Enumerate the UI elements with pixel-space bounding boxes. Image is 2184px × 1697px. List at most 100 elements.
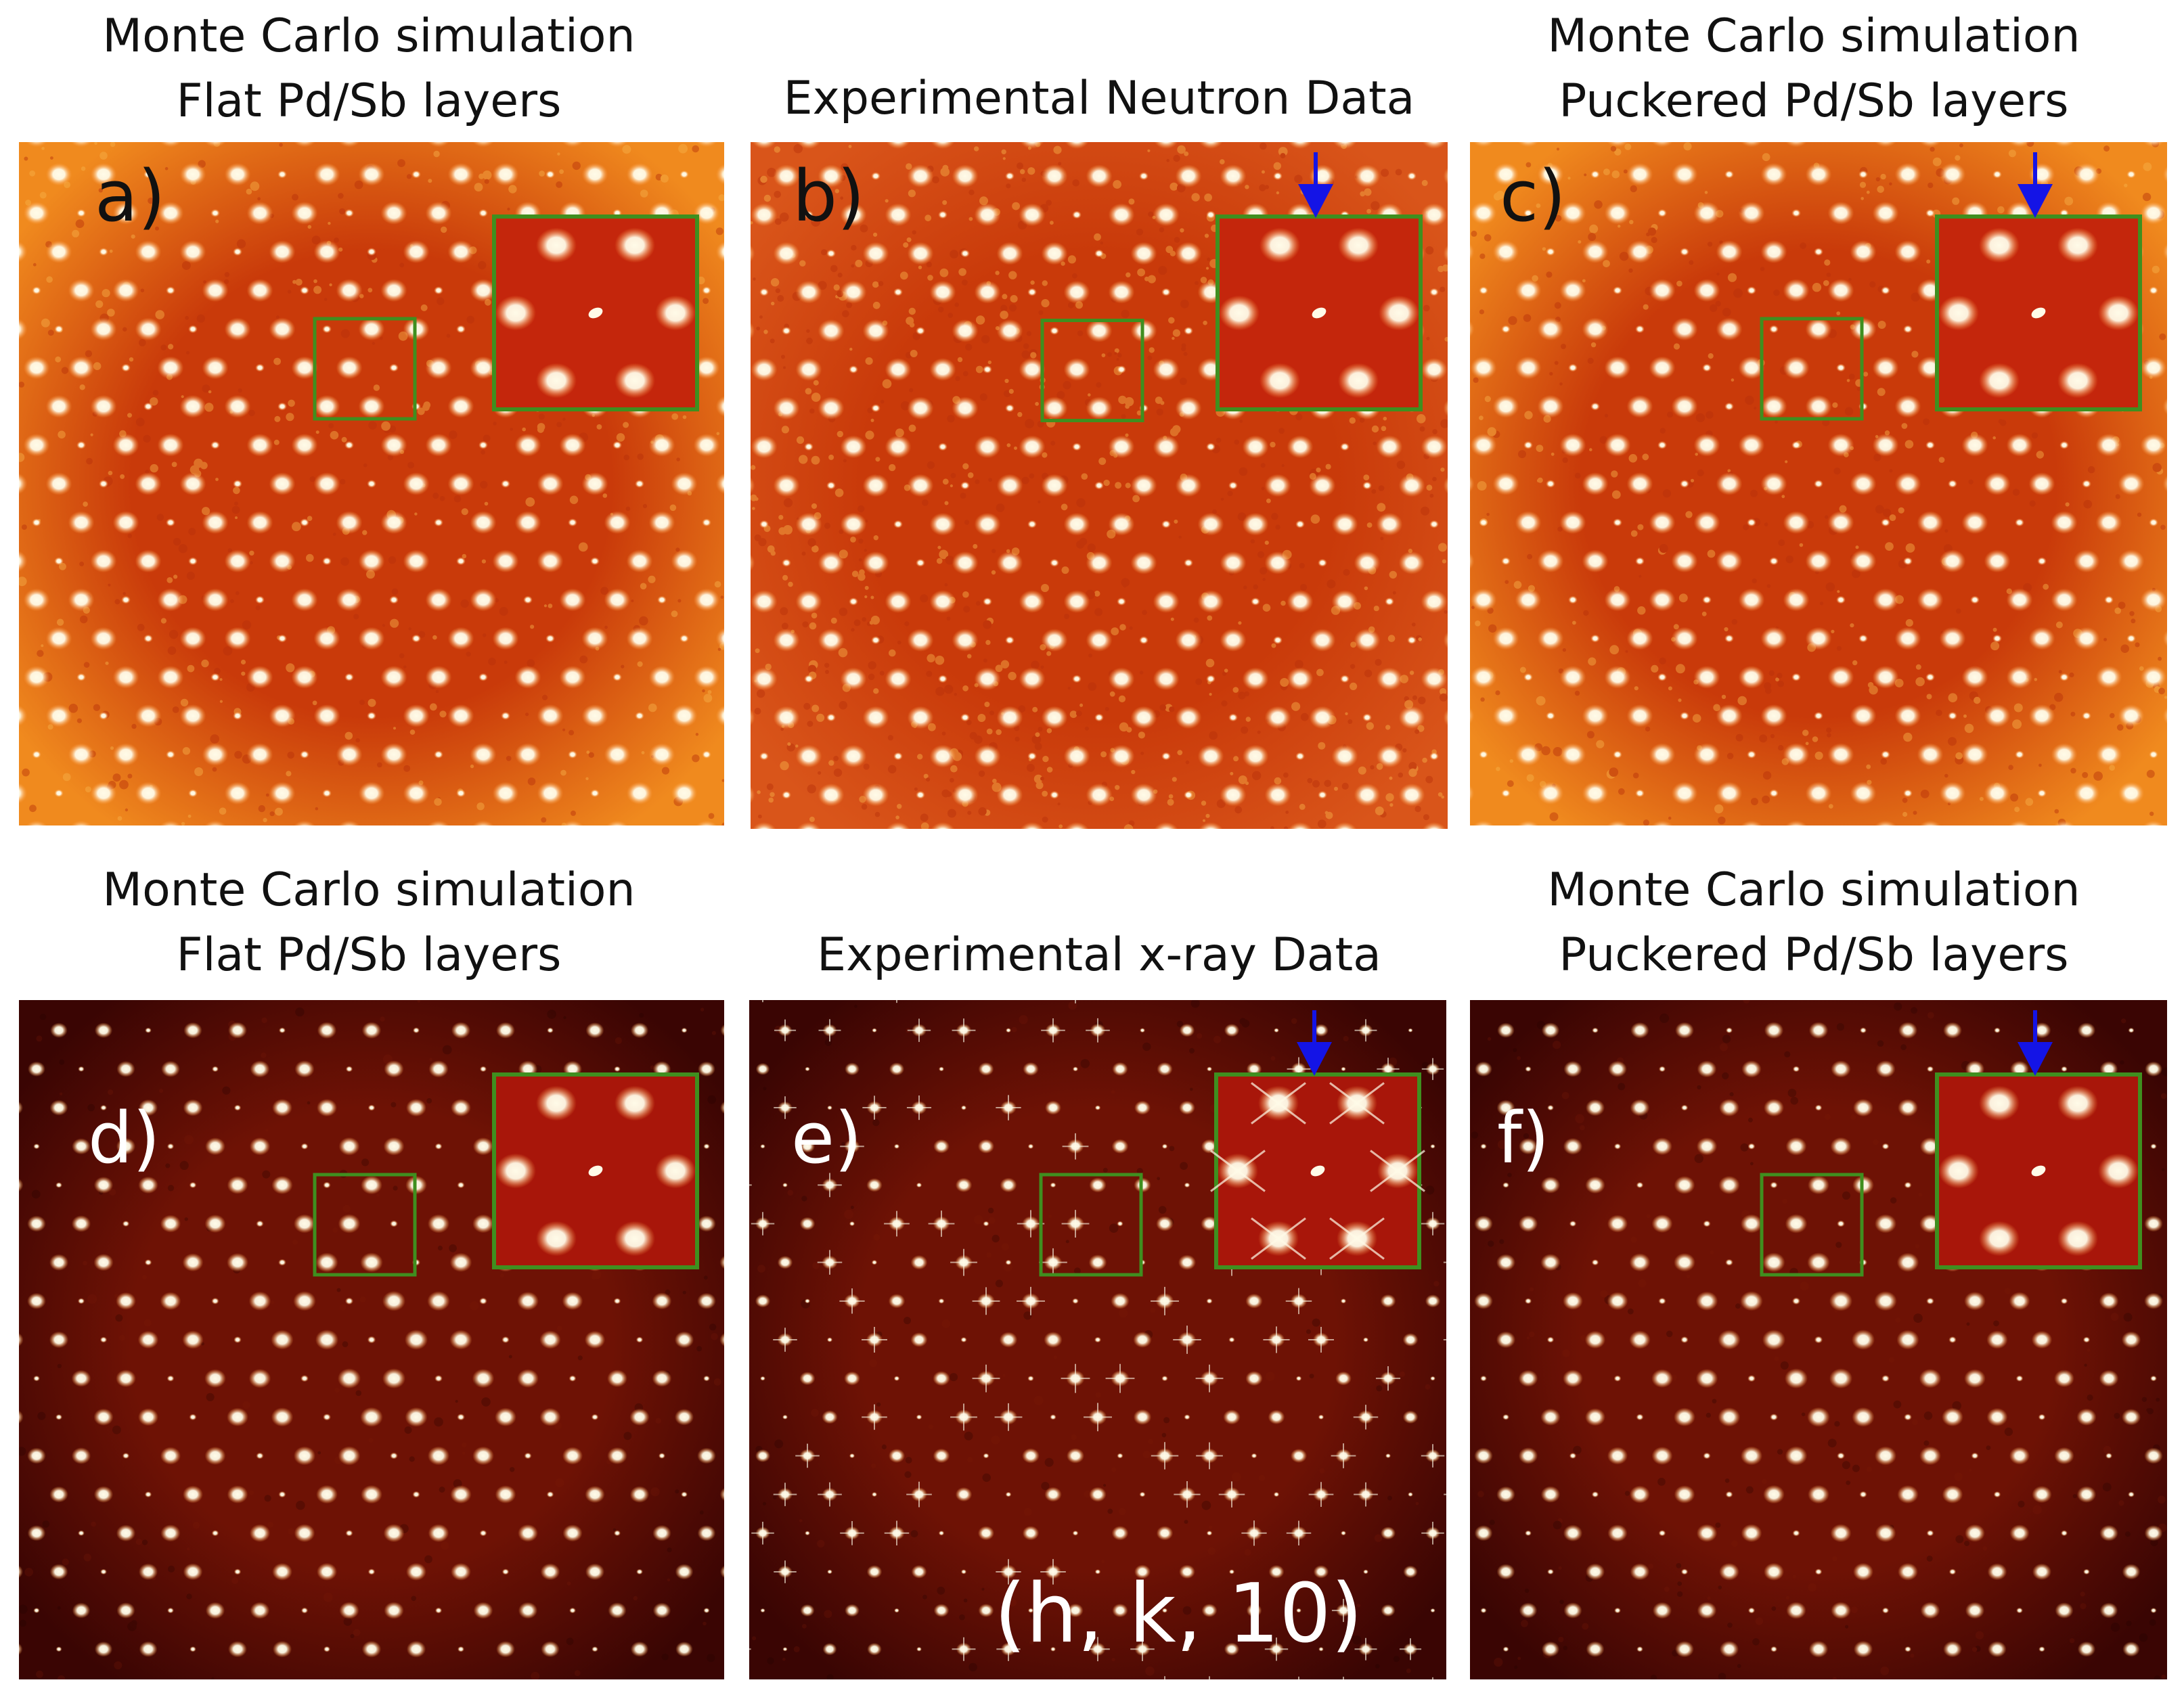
bragg-spot — [367, 1336, 376, 1344]
bragg-spot — [473, 1602, 493, 1619]
bragg-spot — [545, 170, 555, 179]
inset-spot — [536, 363, 577, 399]
bragg-spot — [135, 782, 162, 805]
bragg-spot — [1652, 1137, 1672, 1156]
bragg-spot — [1590, 170, 1600, 179]
bragg-spot — [2162, 707, 2167, 725]
bragg-spot — [472, 820, 495, 825]
bragg-spot — [585, 1485, 605, 1503]
bragg-spot — [894, 1608, 899, 1613]
bragg-spot — [380, 743, 407, 767]
bragg-spot — [1515, 279, 1542, 302]
bragg-spot — [202, 511, 229, 535]
bragg-spot — [2144, 1525, 2163, 1541]
inset-spot — [536, 227, 577, 263]
bragg-spot — [1827, 279, 1854, 302]
bragg-spot — [90, 317, 117, 341]
bragg-spot — [2095, 665, 2122, 689]
bragg-spot — [1559, 279, 1586, 302]
bragg-spot — [272, 1641, 292, 1658]
bragg-spot — [313, 627, 340, 650]
spot-streak — [1218, 1481, 1245, 1508]
bragg-spot — [2144, 1447, 2163, 1464]
bragg-spot — [799, 1217, 816, 1231]
bragg-spot — [1769, 557, 1779, 566]
bragg-spot — [2060, 1298, 2068, 1305]
bragg-spot — [1470, 475, 1475, 493]
bragg-spot — [1695, 1369, 1718, 1388]
spot-streak — [817, 1250, 843, 1275]
bragg-spot — [2015, 1375, 2024, 1382]
bragg-spot — [1917, 511, 1944, 535]
inset-streak — [1251, 1082, 1306, 1125]
bragg-spot — [1479, 518, 1488, 527]
bragg-spot — [695, 142, 718, 148]
bragg-spot — [974, 744, 1001, 768]
bragg-spot — [160, 1447, 181, 1465]
bragg-spot — [703, 1375, 710, 1382]
bragg-spot — [2140, 433, 2167, 457]
bragg-spot — [345, 1297, 353, 1305]
bragg-spot — [1853, 1640, 1873, 1658]
bragg-spot — [2037, 557, 2047, 566]
bragg-spot — [293, 1214, 316, 1234]
bragg-spot — [514, 665, 541, 689]
bragg-spot — [1675, 1022, 1694, 1039]
bragg-spot — [1156, 1526, 1174, 1541]
bragg-spot — [1044, 1332, 1063, 1348]
bragg-spot — [116, 1292, 136, 1310]
bragg-spot — [626, 782, 653, 805]
bragg-spot — [581, 627, 608, 650]
bragg-spot — [411, 634, 421, 643]
bragg-spot — [55, 1414, 62, 1420]
bragg-spot — [1407, 172, 1417, 181]
spot-streak — [773, 1483, 797, 1506]
bragg-spot — [313, 394, 340, 418]
bragg-spot — [294, 1524, 315, 1543]
bragg-spot — [1948, 711, 1957, 720]
bragg-spot — [93, 1408, 114, 1426]
bragg-spot — [2128, 1491, 2135, 1497]
inset-spot — [495, 1153, 536, 1189]
bragg-spot — [697, 1215, 716, 1232]
bragg-spot — [759, 520, 769, 528]
bragg-spot — [2162, 166, 2167, 183]
bragg-spot — [1354, 164, 1381, 188]
inset-spot — [1979, 1221, 2020, 1257]
bragg-spot — [1725, 1259, 1733, 1266]
bragg-spot — [2051, 511, 2078, 535]
bragg-spot — [1027, 1608, 1034, 1613]
bragg-spot — [938, 1531, 945, 1536]
bragg-spot — [1341, 1531, 1346, 1536]
bragg-spot — [1725, 1491, 1733, 1498]
bragg-spot — [826, 249, 836, 258]
bragg-spot — [179, 162, 206, 186]
bragg-spot — [907, 242, 934, 265]
bragg-spot — [1992, 170, 2002, 179]
bragg-spot — [1175, 397, 1202, 420]
bragg-spot — [1792, 1297, 1800, 1305]
bragg-spot — [1088, 1254, 1107, 1271]
bragg-spot — [952, 319, 979, 342]
bragg-spot — [1333, 142, 1357, 150]
bragg-spot — [212, 1066, 219, 1072]
bragg-spot — [1785, 142, 1808, 148]
bragg-spot — [703, 1144, 710, 1150]
spot-streak — [1421, 1444, 1445, 1468]
bragg-spot — [1582, 240, 1609, 264]
bragg-spot — [315, 1252, 338, 1273]
bragg-spot — [1590, 634, 1600, 643]
bragg-spot — [121, 363, 131, 372]
bragg-spot — [427, 1446, 450, 1466]
bragg-spot — [1470, 1337, 1471, 1342]
bragg-spot — [2032, 1485, 2052, 1503]
bragg-spot — [1807, 1252, 1830, 1273]
bragg-spot — [1827, 201, 1854, 225]
bragg-spot — [983, 597, 992, 606]
bragg-spot — [1875, 1524, 1896, 1543]
bragg-spot — [1153, 203, 1180, 227]
bragg-spot — [1971, 1452, 1979, 1460]
bragg-spot — [537, 782, 564, 805]
bragg-spot — [910, 1254, 928, 1270]
bragg-spot — [1738, 588, 1765, 612]
